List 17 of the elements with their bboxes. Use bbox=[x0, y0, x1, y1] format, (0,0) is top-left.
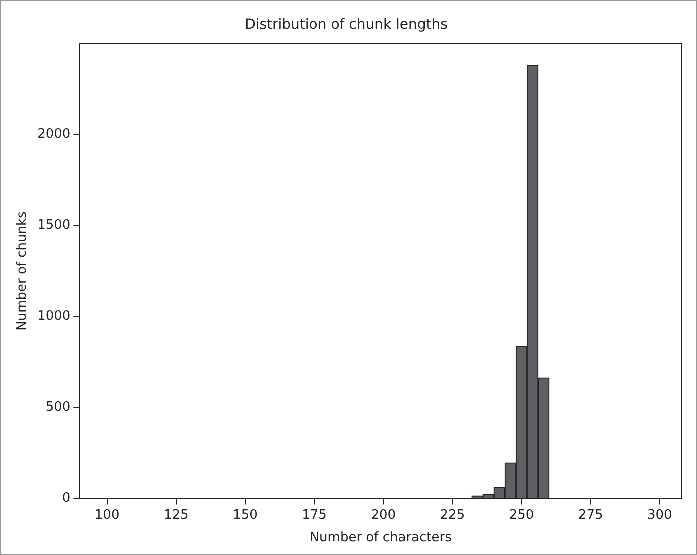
x-tick-label: 225 bbox=[440, 508, 466, 523]
x-tick-label: 125 bbox=[164, 508, 189, 523]
x-tick-label: 275 bbox=[578, 508, 604, 523]
x-tick-label: 250 bbox=[509, 508, 534, 523]
y-tick-label: 500 bbox=[46, 400, 71, 416]
y-tick-label: 1500 bbox=[38, 218, 71, 234]
x-tick-label: 100 bbox=[94, 508, 120, 523]
y-tick-label: 2000 bbox=[38, 127, 71, 142]
x-tick-label: 200 bbox=[371, 508, 396, 523]
x-tick-label: 175 bbox=[302, 508, 327, 523]
x-tick-label: 150 bbox=[233, 508, 258, 523]
y-axis-title: Number of chunks bbox=[15, 211, 30, 331]
chart-title: Distribution of chunk lengths bbox=[245, 17, 448, 34]
x-tick-label: 300 bbox=[647, 508, 672, 523]
x-axis-title: Number of characters bbox=[310, 530, 452, 546]
y-tick-label: 1000 bbox=[38, 309, 71, 324]
y-tick-label: 0 bbox=[62, 491, 71, 506]
